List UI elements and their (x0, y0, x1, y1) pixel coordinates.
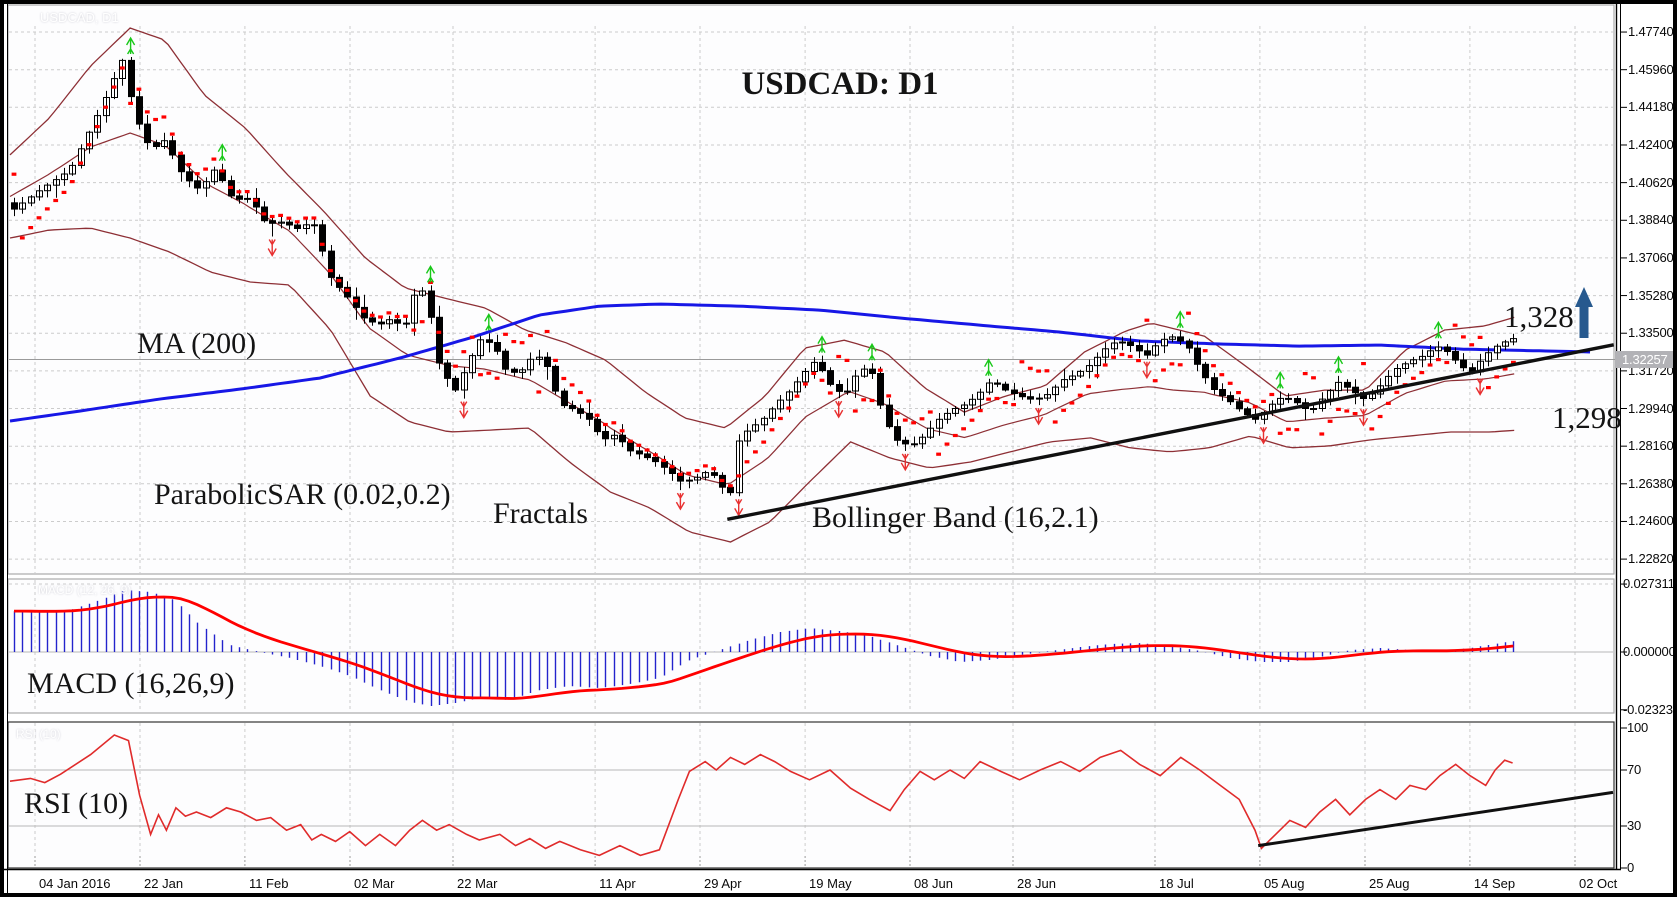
symbol-overlay-text: USDCAD, D1 (40, 10, 119, 25)
fractal-down-icon (900, 453, 910, 472)
rsi-plot-area[interactable] (7, 721, 1615, 869)
axis-lines (4, 4, 1627, 871)
date-tick-label: 04 Jan 2016 (38, 876, 111, 891)
fractal-down-icon (459, 401, 469, 420)
fractal-up-icon (1275, 370, 1285, 389)
macd-histogram (13, 590, 1515, 706)
rsi-tick-label: 70 (1627, 762, 1642, 777)
candles-layer (11, 57, 1517, 497)
price-trendline[interactable] (726, 343, 1615, 522)
ma-indicator-label: MA (200) (137, 327, 257, 360)
fractal-down-icon (267, 239, 277, 257)
date-tick-label: 11 Feb (248, 876, 289, 891)
parabolic-sar-indicator-label: ParabolicSAR (0.02,0.2) (154, 478, 451, 511)
rsi-trendline[interactable] (1257, 790, 1614, 848)
fractals-indicator-label: Fractals (493, 497, 588, 530)
macd-tick-label: 0.000000 (1623, 644, 1676, 659)
date-tick-label: 22 Mar (457, 876, 498, 891)
date-tick-label: 28 Jun (1016, 876, 1057, 891)
fractal-up-icon (1433, 320, 1444, 339)
ma200-line (9, 302, 1591, 423)
price-tick-label: 1.28160 (1628, 438, 1674, 454)
fractal-up-icon (125, 36, 136, 55)
rsi-tick-label: 30 (1627, 818, 1642, 833)
chart-title: USDCAD: D1 (741, 66, 939, 102)
bollinger-middle-band (9, 132, 1515, 485)
price-tick-label: 1.33500 (1628, 325, 1674, 341)
fractal-down-icon (834, 400, 844, 419)
date-tick-label: 14 Sep (1473, 876, 1516, 891)
price-tick-label: 1.24600 (1628, 513, 1674, 529)
rsi-overlay-text: RSI (10) (16, 727, 61, 741)
macd-tick-label: -0.023233 (1623, 701, 1677, 717)
fractal-up-icon (867, 342, 877, 361)
date-tick-label: 02 Oct (1578, 876, 1618, 891)
fractal-down-icon (1358, 408, 1369, 427)
price-tick-label: 1.37060 (1628, 249, 1674, 265)
price-tick-label: 1.42400 (1628, 136, 1674, 152)
macd-plot-area[interactable] (7, 578, 1615, 714)
price-tick-label: 1.40620 (1628, 174, 1674, 190)
fractal-up-icon (425, 264, 436, 283)
price-tick-label: 1.29940 (1628, 400, 1674, 416)
rsi-line (9, 734, 1513, 857)
main-plot-area[interactable] (7, 4, 1615, 575)
bollinger-upper-band (9, 27, 1515, 429)
date-tick-label: 02 Mar (354, 876, 395, 891)
fractal-down-icon (734, 498, 744, 517)
fractal-up-icon (983, 358, 994, 377)
fractal-down-icon (675, 492, 686, 511)
window-left-border (7, 0, 8, 893)
macd-indicator-label: MACD (16,26,9) (27, 667, 235, 700)
fractal-down-icon (1475, 378, 1485, 396)
fractal-down-icon (1142, 361, 1152, 380)
date-tick-label: 18 Jul (1159, 876, 1194, 891)
fractal-down-icon (1258, 426, 1269, 445)
support-level-label: 1,298 (1552, 400, 1622, 435)
parabolic-sar-dots (11, 66, 1516, 488)
macd-tick-label: 0.027311 (1623, 576, 1675, 592)
price-tick-label: 1.35280 (1628, 287, 1674, 303)
macd-layer (13, 590, 1515, 706)
rsi-tick-label: 100 (1627, 720, 1649, 735)
resistance-level-label: 1,328 (1504, 299, 1574, 334)
fractals-layer (125, 36, 1485, 517)
date-tick-label: 22 Jan (144, 876, 184, 891)
fractal-up-icon (817, 335, 827, 353)
date-tick-label: 29 Apr (703, 876, 742, 891)
price-tick-label: 1.44180 (1628, 99, 1674, 115)
fractal-up-icon (484, 312, 494, 331)
fractal-up-icon (1175, 310, 1185, 329)
fractal-up-icon (1333, 355, 1344, 374)
price-tick-label: 1.26380 (1628, 475, 1674, 491)
date-tick-label: 11 Apr (599, 876, 636, 891)
bollinger-indicator-label: Bollinger Band (16,2.1) (812, 501, 1099, 534)
price-tick-label: 1.45960 (1628, 61, 1674, 77)
price-tick-label: 1.47740 (1628, 24, 1674, 40)
fractal-up-icon (217, 143, 227, 162)
current-price-value: 1.32257 (1622, 352, 1668, 367)
price-tick-label: 1.38840 (1628, 212, 1674, 228)
fractal-down-icon (1033, 407, 1044, 426)
current-price-box: 1.32257 (1615, 351, 1677, 368)
breakout-up-arrow-icon (1575, 287, 1593, 338)
date-tick-label: 25 Aug (1369, 876, 1410, 891)
macd-overlay-text: MACD (12, 26, 9) (38, 583, 132, 597)
rsi-indicator-label: RSI (10) (24, 787, 129, 820)
price-tick-label: 1.22820 (1628, 551, 1674, 567)
rsi-tick-label: 0 (1627, 860, 1635, 875)
date-tick-label: 19 May (809, 876, 852, 891)
macd-signal-line (14, 595, 1514, 700)
date-tick-label: 08 Jun (913, 876, 953, 891)
date-tick-label: 05 Aug (1263, 876, 1305, 891)
